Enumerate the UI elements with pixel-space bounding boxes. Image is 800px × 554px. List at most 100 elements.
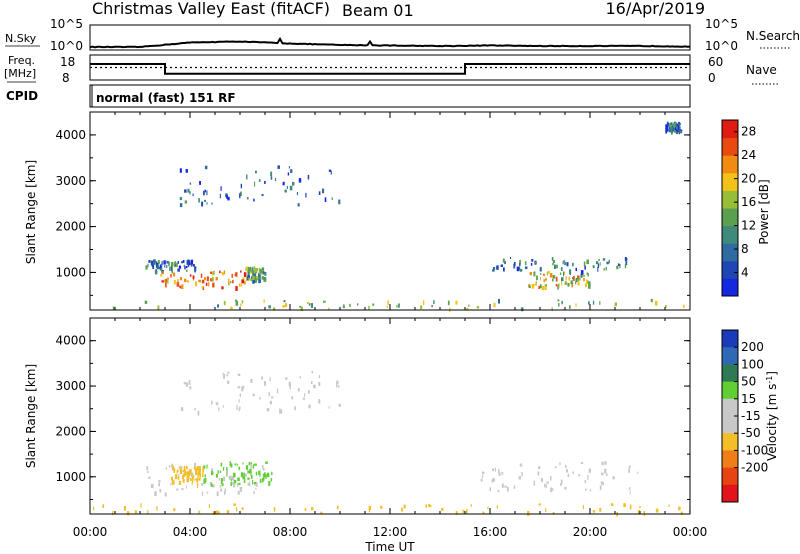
data-cell: [165, 282, 167, 288]
data-cell: [606, 261, 609, 265]
data-cell: [147, 470, 149, 473]
data-cell: [540, 273, 542, 276]
data-cell: [177, 476, 180, 480]
data-cell: [252, 279, 255, 284]
data-cell: [650, 298, 653, 303]
y-tick-label: 3000: [55, 379, 86, 393]
data-cell: [254, 267, 258, 273]
data-cell: [184, 189, 187, 193]
data-cell: [202, 470, 205, 473]
data-cell: [243, 472, 245, 477]
data-cell: [286, 186, 288, 189]
colorbar-swatch: [722, 330, 738, 348]
data-cell: [597, 267, 599, 272]
colorbar-tick-label: 12: [741, 219, 756, 233]
data-cell: [674, 130, 677, 134]
data-cell: [159, 264, 162, 269]
data-cell: [211, 400, 213, 405]
data-cell: [212, 511, 216, 515]
data-cell: [166, 264, 168, 268]
data-cell: [285, 377, 288, 380]
nsky-panel: [89, 24, 691, 51]
data-cell: [241, 386, 244, 392]
data-cell: [466, 307, 469, 311]
data-cell: [676, 130, 678, 135]
data-cell: [539, 267, 542, 272]
data-cell: [182, 260, 185, 263]
data-cell: [266, 408, 270, 412]
data-cell: [179, 468, 182, 472]
data-cell: [206, 202, 208, 205]
data-cell: [192, 476, 194, 481]
data-cell: [206, 491, 209, 494]
data-cell: [247, 267, 250, 272]
data-cell: [252, 393, 255, 397]
data-cell: [274, 178, 277, 182]
data-cell: [206, 464, 208, 469]
data-cell: [539, 276, 541, 281]
data-cell: [536, 275, 538, 281]
data-cell: [308, 390, 310, 394]
data-cell: [624, 264, 627, 269]
data-cell: [259, 270, 263, 274]
data-cell: [201, 491, 204, 496]
data-cell: [196, 466, 199, 470]
colorbar-tick-label: -100: [741, 443, 768, 457]
data-cell: [190, 478, 192, 481]
data-cell: [481, 475, 484, 478]
data-cell: [559, 462, 561, 466]
data-cell: [493, 302, 496, 308]
data-cell: [336, 380, 339, 385]
data-cell: [298, 178, 302, 183]
data-cell: [221, 483, 224, 486]
data-cell: [247, 477, 250, 480]
data-cell: [565, 276, 567, 280]
velocity-colorbar: 200 100 50 15 -15 -50 -100 -200: [721, 329, 768, 503]
data-cell: [655, 300, 658, 306]
data-cell: [159, 489, 162, 493]
data-cell: [616, 265, 619, 270]
data-cell: [255, 482, 258, 487]
data-cell: [682, 304, 685, 308]
data-cell: [673, 122, 676, 127]
data-cell: [194, 408, 196, 411]
data-cell: [258, 274, 261, 280]
data-cell: [144, 300, 148, 304]
data-cell: [546, 481, 549, 484]
data-cell: [158, 482, 160, 487]
data-cell: [287, 172, 290, 176]
data-cell: [538, 285, 541, 289]
data-cell: [258, 267, 261, 273]
data-cell: [555, 276, 558, 282]
data-cell: [161, 268, 163, 273]
data-cell: [211, 202, 213, 205]
data-cell: [284, 189, 287, 193]
y-tick-label: 2000: [55, 220, 86, 234]
data-cell: [215, 474, 218, 478]
data-cell: [496, 505, 498, 509]
data-cell: [549, 273, 553, 278]
data-cell: [268, 392, 270, 397]
data-cell: [226, 510, 230, 515]
data-cell: [239, 193, 241, 199]
data-cell: [150, 483, 154, 489]
data-cell: [163, 260, 166, 265]
data-cell: [296, 192, 298, 196]
data-cell: [289, 185, 293, 191]
data-cell: [237, 491, 240, 495]
data-cell: [252, 273, 254, 278]
data-cell: [234, 463, 237, 466]
data-cell: [190, 472, 194, 478]
data-cell: [258, 279, 261, 284]
data-cell: [498, 472, 501, 476]
data-cell: [665, 129, 668, 134]
data-cell: [297, 203, 300, 207]
data-cell: [519, 263, 521, 267]
data-cell: [248, 267, 252, 272]
data-cell: [238, 407, 240, 412]
data-cell: [262, 473, 265, 477]
data-cell: [342, 305, 345, 309]
data-cell: [555, 284, 558, 287]
data-cell: [304, 507, 307, 511]
data-cell: [531, 283, 535, 289]
